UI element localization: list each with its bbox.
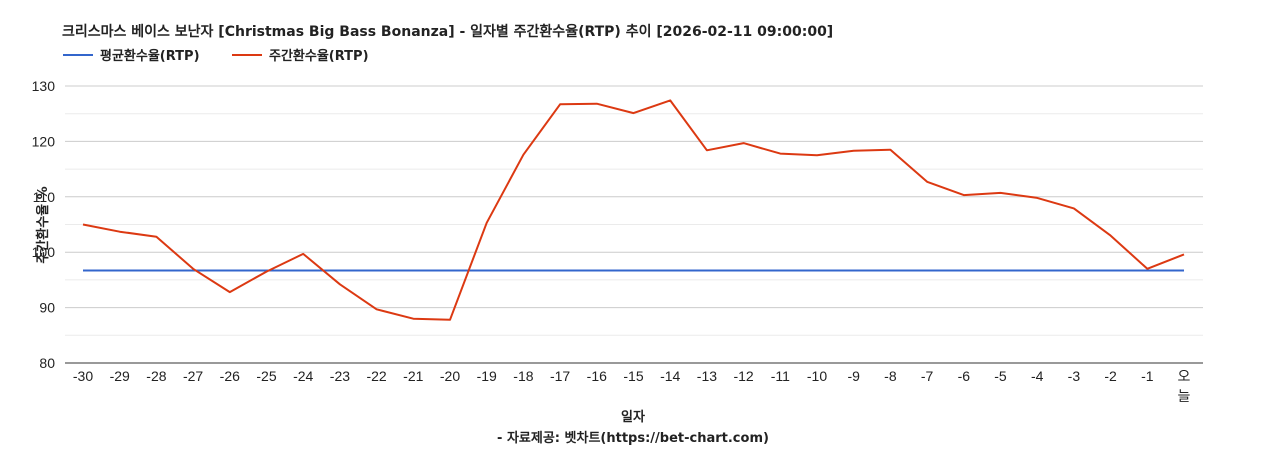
x-tick-label: -23 [330, 368, 350, 384]
x-tick-label: -6 [958, 368, 971, 384]
y-tick-label: 100 [32, 244, 56, 260]
x-axis-title: 일자 [621, 410, 645, 425]
x-tick-label: -3 [1068, 368, 1081, 384]
x-tick-label: -30 [73, 368, 93, 384]
x-tick-label: -21 [403, 368, 423, 384]
x-tick-label: -19 [477, 368, 497, 384]
chart-title: 크리스마스 베이스 보난자 [Christmas Big Bass Bonanz… [62, 23, 833, 40]
x-tick-label: -13 [697, 368, 717, 384]
x-tick-label: -12 [733, 368, 753, 384]
series-lines [82, 99, 1185, 321]
y-tick-label: 80 [39, 355, 55, 371]
x-tick-label: -1 [1141, 368, 1154, 384]
x-tick-label: -20 [440, 368, 460, 384]
legend: 평균환수율(RTP) 주간환수율(RTP) [63, 48, 369, 64]
x-tick-label: -16 [587, 368, 607, 384]
x-tick-label: -10 [807, 368, 827, 384]
y-axis-title: 주간환수율 % [35, 186, 51, 263]
legend-label-weekly-rtp: 주간환수율(RTP) [269, 48, 369, 64]
x-tick-label: -14 [660, 368, 680, 384]
x-tick-label: -7 [921, 368, 934, 384]
x-tick-label: -29 [110, 368, 130, 384]
x-tick-label: -22 [366, 368, 386, 384]
y-tick-label: 120 [32, 133, 56, 149]
x-tick-label: -15 [623, 368, 643, 384]
x-tick-label: -24 [293, 368, 313, 384]
y-tick-label: 90 [39, 300, 55, 316]
x-tick-label: -8 [884, 368, 897, 384]
gridlines [65, 85, 1203, 364]
x-axis-ticks: -30 -29 -28 -27 -26 -25 -24 -23 -22 -21 -20 -19 -18 -… [73, 368, 1191, 404]
x-tick-label: -2 [1104, 368, 1117, 384]
y-axis-ticks: 80 90 100 110 120 130 [32, 78, 56, 371]
x-tick-label: -26 [220, 368, 240, 384]
x-tick-label: -9 [847, 368, 860, 384]
y-tick-label: 130 [32, 78, 56, 94]
x-tick-label: -5 [994, 368, 1007, 384]
y-tick-label: 110 [33, 189, 56, 205]
x-tick-label: -18 [513, 368, 533, 384]
weekly-rtp-line [82, 99, 1185, 321]
x-tick-label: -11 [771, 368, 790, 384]
x-tick-label: -28 [146, 368, 166, 384]
x-tick-label: -17 [550, 368, 570, 384]
legend-label-average-rtp: 평균환수율(RTP) [100, 48, 200, 64]
x-tick-label: -27 [183, 368, 203, 384]
x-tick-label: -25 [256, 368, 276, 384]
x-tick-label: -4 [1031, 368, 1044, 384]
data-source-credit: - 자료제공: 벳차트(https://bet-chart.com) [497, 430, 769, 446]
